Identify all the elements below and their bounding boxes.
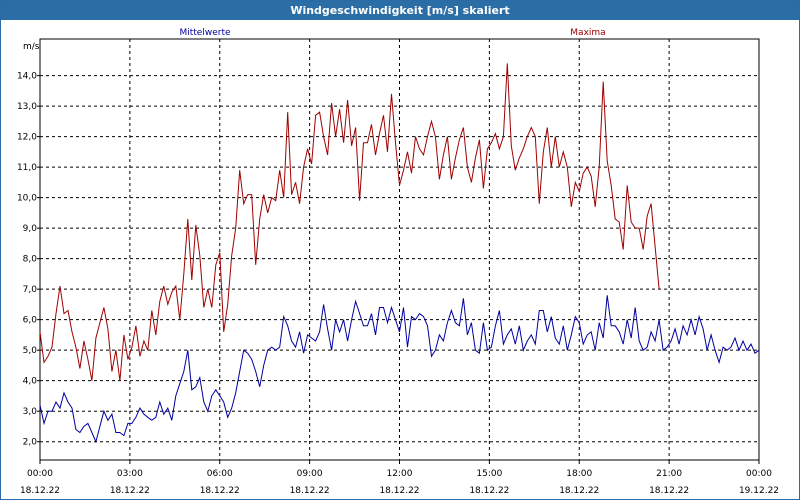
series-line-mittelwerte bbox=[39, 295, 760, 444]
x-tick-time-label: 21:00 bbox=[656, 469, 682, 479]
x-axis-ticks: 00:00 18.12.22 03:00 18.12.22 06:00 18.12.22 0… bbox=[20, 460, 779, 496]
y-tick-label: 9,0 bbox=[23, 224, 38, 234]
y-tick-label: 7,0 bbox=[23, 285, 38, 295]
x-tick-date-label: 18.12.22 bbox=[110, 486, 150, 496]
x-tick-time-label: 06:00 bbox=[207, 469, 233, 479]
y-tick-label: 13,0 bbox=[17, 102, 37, 112]
x-tick-time-label: 15:00 bbox=[476, 469, 502, 479]
x-tick-date-label: 18.12.22 bbox=[290, 486, 330, 496]
y-tick-label: 14,0 bbox=[17, 72, 37, 82]
y-tick-label: 11,0 bbox=[17, 163, 37, 173]
legend-entry: Maxima bbox=[570, 28, 605, 38]
x-tick-date-label: 18.12.22 bbox=[559, 486, 599, 496]
y-tick-label: 10,0 bbox=[17, 194, 37, 204]
y-axis-ticks: 2,0 3,0 4,0 5,0 6,0 7,0 8,0 9,0 10,0 11,0 12,0 13,0… bbox=[17, 72, 40, 448]
x-tick-date-label: 18.12.22 bbox=[469, 486, 509, 496]
window-title: Windgeschwindigkeit [m/s] skaliert bbox=[1, 1, 799, 20]
x-tick-time-label: 03:00 bbox=[117, 469, 143, 479]
legend: Mittelwerte Maxima bbox=[179, 28, 605, 38]
y-tick-label: 6,0 bbox=[23, 316, 38, 326]
y-tick-label: 3,0 bbox=[23, 407, 38, 417]
x-tick-date-label: 18.12.22 bbox=[20, 486, 60, 496]
series-line-maxima bbox=[39, 63, 660, 381]
y-tick-label: 8,0 bbox=[23, 255, 38, 265]
x-tick-time-label: 00:00 bbox=[27, 469, 53, 479]
x-tick-time-label: 09:00 bbox=[297, 469, 323, 479]
y-tick-label: 2,0 bbox=[23, 438, 38, 448]
gridlines bbox=[40, 39, 759, 460]
x-tick-time-label: 12:00 bbox=[387, 469, 413, 479]
y-axis-unit-label: m/s bbox=[23, 42, 40, 52]
x-tick-date-label: 19.12.22 bbox=[739, 486, 779, 496]
x-tick-date-label: 18.12.22 bbox=[379, 486, 419, 496]
y-tick-label: 12,0 bbox=[17, 133, 37, 143]
y-tick-label: 5,0 bbox=[23, 346, 38, 356]
x-tick-time-label: 18:00 bbox=[566, 469, 592, 479]
x-tick-time-label: 00:00 bbox=[746, 469, 772, 479]
x-tick-date-label: 18.12.22 bbox=[649, 486, 689, 496]
x-tick-date-label: 18.12.22 bbox=[200, 486, 240, 496]
legend-entry: Mittelwerte bbox=[179, 28, 230, 38]
series-lines bbox=[39, 63, 760, 444]
y-tick-label: 4,0 bbox=[23, 377, 38, 387]
